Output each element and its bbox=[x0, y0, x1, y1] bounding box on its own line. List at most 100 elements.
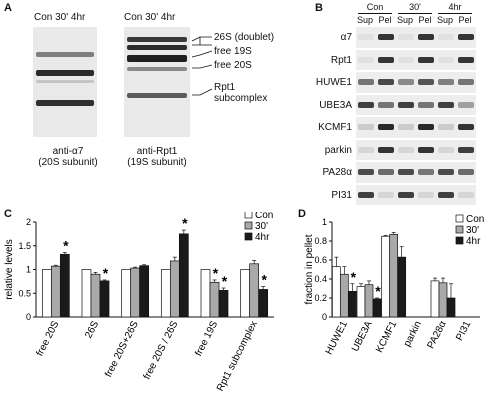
blot-band bbox=[398, 191, 414, 198]
gel-band bbox=[127, 55, 187, 62]
blot-row-label: KCMF1 bbox=[318, 122, 352, 133]
blot-band bbox=[418, 34, 434, 40]
legend-swatch bbox=[455, 225, 464, 234]
blot-band bbox=[358, 169, 374, 175]
gel1-caption: anti-α7 (20S subunit) bbox=[36, 146, 100, 168]
blot-band bbox=[398, 169, 414, 175]
blot-band bbox=[398, 56, 414, 63]
panel-d-letter: D bbox=[298, 208, 306, 220]
gel-band bbox=[36, 80, 94, 83]
blot-band bbox=[458, 169, 474, 175]
category-label: PI31 bbox=[454, 319, 473, 343]
band-label-rpt1: Rpt1 bbox=[214, 82, 236, 93]
category-label: free 19S bbox=[193, 319, 220, 358]
blot-band bbox=[458, 191, 474, 198]
bar bbox=[209, 281, 220, 318]
bar bbox=[130, 267, 141, 318]
bar bbox=[364, 284, 374, 318]
group-30: 30' bbox=[409, 2, 421, 12]
blot-band bbox=[378, 124, 394, 130]
blot-band bbox=[358, 79, 374, 85]
blot-band bbox=[418, 146, 434, 153]
bar bbox=[178, 233, 189, 318]
category-label: HUWE1 bbox=[324, 319, 350, 357]
blot-row-label: parkin bbox=[324, 144, 352, 156]
blot-strip bbox=[356, 162, 476, 183]
group-underline bbox=[438, 13, 472, 14]
bar bbox=[347, 290, 357, 318]
gel-band bbox=[36, 100, 94, 106]
category-label: PA28α bbox=[425, 319, 448, 350]
subheader-sup: Sup bbox=[356, 15, 373, 25]
group-con: Con bbox=[366, 2, 384, 12]
category-label: Rpt1 subcomplex bbox=[215, 319, 260, 393]
gel2-lane-labels: Con 30' 4hr bbox=[124, 12, 176, 23]
legend-label: Con bbox=[466, 214, 484, 225]
gel-band bbox=[127, 37, 187, 42]
blot-band bbox=[418, 56, 434, 63]
bar bbox=[258, 289, 269, 318]
gel2-caption: anti-Rpt1 (19S subunit) bbox=[118, 146, 196, 168]
blot-strip bbox=[356, 184, 476, 205]
blot-strip bbox=[356, 94, 476, 115]
blot-band bbox=[438, 56, 454, 63]
bar bbox=[50, 265, 61, 318]
bar bbox=[41, 269, 52, 318]
bar bbox=[430, 280, 440, 318]
category-label: parkin bbox=[402, 319, 424, 348]
blot-band bbox=[438, 191, 454, 198]
group-4hr: 4hr bbox=[448, 2, 462, 12]
gel2-caption-line2: (19S subunit) bbox=[127, 157, 187, 168]
category-label: 26S bbox=[83, 319, 101, 340]
bar bbox=[381, 235, 391, 318]
blot-band bbox=[358, 191, 374, 198]
blot-strip bbox=[356, 117, 476, 138]
band-label-subcomplex: subcomplex bbox=[214, 93, 268, 104]
bar bbox=[389, 234, 399, 318]
y-tick-label: 0.5 bbox=[18, 288, 31, 298]
blot-band bbox=[378, 56, 394, 63]
blot-band bbox=[438, 79, 454, 85]
panel-b-letter: B bbox=[315, 2, 323, 14]
y-tick-label: 1 bbox=[26, 265, 31, 275]
bar bbox=[240, 269, 251, 318]
western-blots: α7 Rpt1 HUWE1 UBE3A KCMF1 parkin PA28α PI31 bbox=[300, 27, 480, 207]
y-tick-label: 0.6 bbox=[314, 255, 327, 265]
legend-swatch bbox=[455, 236, 464, 245]
blot-band bbox=[418, 191, 434, 198]
legend-swatch bbox=[455, 214, 464, 223]
legend-swatch bbox=[244, 221, 253, 230]
blot-strip bbox=[356, 139, 476, 160]
blot-band bbox=[358, 101, 374, 108]
significance-star: * bbox=[375, 283, 381, 299]
blot-band bbox=[438, 124, 454, 130]
y-tick-label: 1 bbox=[322, 217, 327, 227]
y-tick-label: 0.4 bbox=[314, 274, 327, 284]
bar bbox=[356, 286, 366, 318]
category-label: KCMF1 bbox=[374, 319, 399, 355]
y-tick-label: 0 bbox=[26, 312, 31, 322]
blot-band bbox=[398, 146, 414, 153]
y-tick-label: 0.2 bbox=[314, 293, 327, 303]
blot-band bbox=[418, 101, 434, 108]
legend-label: Con bbox=[255, 212, 273, 221]
bar bbox=[160, 269, 171, 318]
bar bbox=[372, 298, 382, 318]
significance-star: * bbox=[222, 273, 228, 289]
blot-band bbox=[458, 56, 474, 63]
y-tick-label: 1.5 bbox=[18, 241, 31, 251]
gel1-caption-line2: (20S subunit) bbox=[38, 157, 98, 168]
blot-band bbox=[358, 124, 374, 130]
gel-band bbox=[127, 67, 187, 71]
blot-band bbox=[458, 146, 474, 153]
significance-star: * bbox=[261, 272, 267, 288]
band-label-free19s: free 19S bbox=[214, 46, 252, 57]
gel1-lane-labels: Con 30' 4hr bbox=[34, 12, 86, 23]
group-underline bbox=[398, 13, 432, 14]
gel-band bbox=[127, 93, 187, 98]
blot-band bbox=[398, 34, 414, 40]
blot-band bbox=[418, 169, 434, 175]
gel-band bbox=[36, 70, 94, 76]
y-tick-label: 2 bbox=[26, 217, 31, 227]
